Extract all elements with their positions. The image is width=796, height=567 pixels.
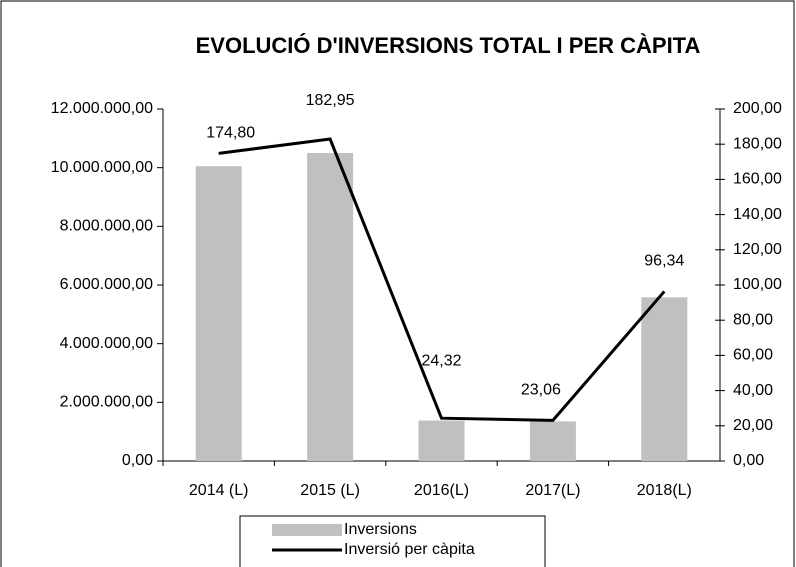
legend-swatch — [272, 524, 342, 536]
data-label: 23,06 — [521, 382, 561, 399]
y2-tick-label: 0,00 — [733, 452, 764, 469]
y2-tick-label: 80,00 — [733, 311, 773, 328]
bar — [307, 153, 354, 461]
x-tick-label: 2016(L) — [414, 482, 469, 499]
y-tick-label: 0,00 — [122, 452, 153, 469]
chart-title: EVOLUCIÓ D'INVERSIONS TOTAL I PER CÀPITA — [196, 33, 701, 58]
y2-tick-label: 180,00 — [733, 135, 782, 152]
data-label: 96,34 — [644, 253, 684, 270]
y-tick-label: 4.000.000,00 — [60, 335, 154, 352]
y2-tick-label: 200,00 — [733, 100, 782, 117]
y-tick-label: 12.000.000,00 — [51, 100, 153, 117]
y-tick-label: 2.000.000,00 — [60, 394, 154, 411]
y-tick-label: 10.000.000,00 — [51, 159, 153, 176]
y2-tick-label: 60,00 — [733, 347, 773, 364]
y2-tick-label: 120,00 — [733, 241, 782, 258]
data-label: 24,32 — [421, 352, 461, 369]
data-label: 182,95 — [306, 92, 355, 109]
x-tick-label: 2014 (L) — [189, 482, 249, 499]
bar — [529, 421, 576, 461]
y2-tick-label: 160,00 — [733, 171, 782, 188]
data-label: 174,80 — [206, 125, 255, 142]
legend-label: Inversions — [344, 521, 417, 538]
bar — [418, 420, 465, 461]
y2-tick-label: 20,00 — [733, 417, 773, 434]
line-series — [218, 137, 666, 422]
y2-tick-label: 140,00 — [733, 206, 782, 223]
y2-tick-label: 100,00 — [733, 276, 782, 293]
y-tick-label: 6.000.000,00 — [60, 276, 154, 293]
x-tick-label: 2017(L) — [525, 482, 580, 499]
x-tick-label: 2018(L) — [637, 482, 692, 499]
x-tick-label: 2015 (L) — [300, 482, 360, 499]
bar — [641, 297, 688, 461]
y-tick-label: 8.000.000,00 — [60, 218, 154, 235]
y2-tick-label: 40,00 — [733, 382, 773, 399]
bar — [195, 166, 242, 461]
legend-label: Inversió per càpita — [344, 541, 475, 558]
